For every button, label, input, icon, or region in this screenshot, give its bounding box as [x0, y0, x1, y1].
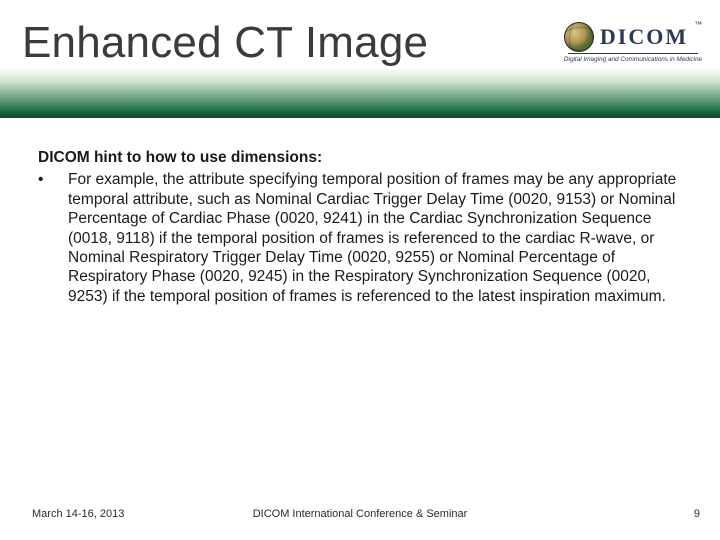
dicom-logo: DICOM ™ Digital Imaging and Communicatio… — [558, 22, 708, 80]
bullet-marker: • — [38, 170, 68, 306]
header-band: Enhanced CT Image DICOM ™ Digital Imagin… — [0, 0, 720, 118]
slide-title: Enhanced CT Image — [22, 18, 428, 68]
bullet-item: • For example, the attribute specifying … — [38, 170, 690, 306]
logo-divider — [568, 53, 698, 54]
trademark-icon: ™ — [694, 20, 702, 29]
globe-icon — [564, 22, 594, 52]
footer-page-number: 9 — [694, 508, 700, 520]
logo-wordmark: DICOM — [600, 24, 688, 50]
footer: March 14-16, 2013 DICOM International Co… — [0, 508, 720, 526]
bullet-text: For example, the attribute specifying te… — [68, 170, 690, 306]
hint-heading: DICOM hint to how to use dimensions: — [38, 148, 690, 167]
logo-subtitle: Digital Imaging and Communications in Me… — [564, 56, 702, 63]
content-area: DICOM hint to how to use dimensions: • F… — [38, 148, 690, 306]
slide: Enhanced CT Image DICOM ™ Digital Imagin… — [0, 0, 720, 540]
footer-date: March 14-16, 2013 — [32, 508, 124, 520]
logo-top-row: DICOM ™ — [564, 22, 702, 52]
footer-conference: DICOM International Conference & Seminar — [253, 508, 468, 520]
